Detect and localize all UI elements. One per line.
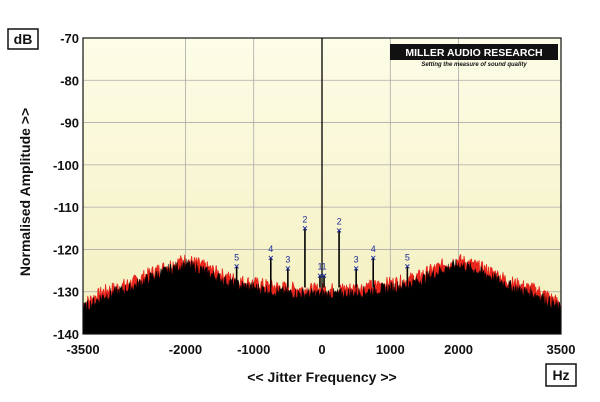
jitter-marker-2: 2 <box>336 216 342 288</box>
marker-label: 4 <box>371 244 376 254</box>
marker-label: 4 <box>268 244 273 254</box>
jitter-marker-3: 3 <box>285 254 291 288</box>
x-tick-label: 0 <box>318 342 325 357</box>
jitter-marker-1: 1 <box>317 262 322 288</box>
marker-cross <box>370 255 376 261</box>
marker-label: 1 <box>322 262 327 272</box>
jitter-marker-1: 1 <box>322 262 327 288</box>
marker-cross <box>321 273 327 278</box>
jitter-marker-3: 3 <box>353 254 359 288</box>
x-axis-title: << Jitter Frequency >> <box>247 369 396 385</box>
jitter-marker-5: 5 <box>234 252 239 288</box>
y-tick-label: -80 <box>60 73 79 88</box>
x-tick-label: 1000 <box>376 342 405 357</box>
marker-label: 2 <box>302 214 307 224</box>
x-tick-labels: -3500 -2000 -1000 0 1000 2000 3500 <box>66 342 575 357</box>
y-tick-label: -90 <box>60 116 79 131</box>
marker-cross <box>353 266 359 271</box>
jitter-marker-4: 4 <box>268 244 273 288</box>
x-tick-label: -2000 <box>169 342 202 357</box>
marker-label: 5 <box>405 252 410 262</box>
brand-name: MILLER AUDIO RESEARCH <box>405 47 542 59</box>
jitter-marker-4: 4 <box>371 244 376 288</box>
y-tick-label: -110 <box>54 200 79 215</box>
marker-label: 3 <box>354 254 359 264</box>
marker-cross <box>302 225 308 231</box>
marker-cross <box>234 264 239 269</box>
marker-cross <box>336 228 342 233</box>
marker-cross <box>285 266 291 271</box>
x-tick-label: 2000 <box>444 342 473 357</box>
markers-layer: 1 1 2 2 3 3 4 4 5 5 <box>234 214 410 288</box>
y-tick-labels: -70 -80 -90 -100 -110 -120 -130 -140 <box>53 31 79 342</box>
marker-label: 5 <box>234 252 239 262</box>
jitter-marker-2: 2 <box>302 214 308 288</box>
marker-cross <box>268 255 274 261</box>
y-unit-label: dB <box>14 31 33 47</box>
marker-cross <box>405 264 410 269</box>
y-tick-label: -100 <box>53 158 79 173</box>
y-tick-label: -120 <box>53 242 79 257</box>
jitter-marker-5: 5 <box>405 252 410 288</box>
x-tick-label: 3500 <box>547 342 576 357</box>
x-tick-label: -3500 <box>66 342 99 357</box>
marker-label: 1 <box>317 262 322 272</box>
x-unit-box: Hz <box>545 363 577 387</box>
y-unit-box: dB <box>7 28 39 50</box>
marker-cross <box>317 273 323 278</box>
x-unit-label: Hz <box>552 367 569 383</box>
marker-label: 3 <box>285 254 290 264</box>
brand-tagline: Setting the measure of sound quality <box>421 62 527 68</box>
series-layer <box>82 38 562 335</box>
y-axis-title: Normalised Amplitude >> <box>17 108 33 276</box>
brand-logo: MILLER AUDIO RESEARCH Setting the measur… <box>390 44 558 68</box>
y-tick-label: -140 <box>53 327 79 342</box>
y-tick-label: -70 <box>60 31 79 46</box>
plot-frame <box>82 37 562 335</box>
marker-label: 2 <box>337 216 342 226</box>
x-tick-label: -1000 <box>237 342 270 357</box>
y-tick-label: -130 <box>53 285 79 300</box>
